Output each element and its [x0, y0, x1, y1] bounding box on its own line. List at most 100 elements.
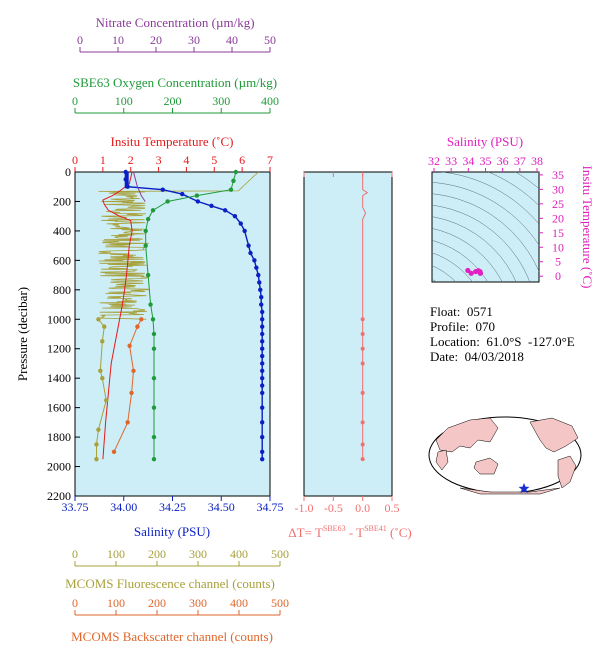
- oxygen-point: [231, 178, 236, 184]
- salinity-tick-label: 33.75: [62, 500, 89, 514]
- map-location-star: [518, 483, 530, 494]
- temperature-tick-label: 6: [239, 153, 245, 167]
- ts-y-tick-label: 30: [552, 182, 564, 196]
- delta-t-point: [360, 317, 365, 322]
- oxygen-axis-label: SBE63 Oxygen Concentration (µm/kg): [73, 75, 277, 90]
- salinity-point: [252, 258, 257, 263]
- pressure-tick-label: 200: [53, 194, 71, 208]
- oxygen-tick-label: 300: [212, 94, 230, 108]
- salinity-point: [260, 331, 265, 337]
- temperature-line: [102, 171, 133, 460]
- fluorescence-tick-label: 500: [271, 547, 289, 561]
- delta-t-point: [360, 420, 365, 425]
- map-australia: [473, 457, 499, 475]
- salinity-point: [254, 265, 259, 270]
- fluorescence-tick-label: 100: [107, 547, 125, 561]
- delta-t-point: [360, 442, 365, 447]
- float-id: Float: 0571: [430, 304, 493, 319]
- salinity-point: [238, 221, 243, 226]
- backscatter-axis: 0 100 200 300 400 500 MCOMS Backscatter chann…: [71, 596, 289, 644]
- salinity-point: [260, 353, 265, 359]
- fluorescence-tick-label: 300: [189, 547, 207, 561]
- map-asia: [435, 417, 499, 453]
- salinity-point: [260, 390, 265, 396]
- backscatter-point: [135, 324, 140, 329]
- salinity-surface-marker: [124, 172, 129, 189]
- ts-diagram: Salinity (PSU) 32 33 34 35 36 37 3805101520253…: [428, 134, 595, 289]
- oxygen-point: [233, 169, 239, 175]
- ts-x-tick-label: 32: [428, 154, 440, 168]
- salinity-point: [260, 449, 265, 455]
- delta-t-plot-area: [303, 171, 393, 497]
- salinity-point: [260, 383, 265, 388]
- salinity-point: [259, 302, 264, 307]
- fluorescence-axis-label: MCOMS Fluorescence channel (counts): [65, 576, 275, 591]
- pressure-tick-label: 0: [65, 165, 71, 179]
- backscatter-point: [125, 420, 130, 425]
- ts-y-tick-label: 20: [552, 211, 564, 225]
- nitrate-tick-label: 30: [188, 33, 200, 47]
- salinity-point: [260, 324, 265, 329]
- map-africa: [435, 449, 449, 471]
- salinity-axis-label: Salinity (PSU): [134, 524, 210, 539]
- fluorescence-point: [104, 398, 109, 403]
- salinity-point: [260, 309, 265, 315]
- oxygen-line: [145, 171, 237, 460]
- nitrate-tick-label: 50: [264, 33, 276, 47]
- delta-t-tick-label: 0.0: [355, 501, 370, 515]
- salinity-tick-label: 34.50: [208, 500, 235, 514]
- oxygen-tick-label: 100: [115, 94, 133, 108]
- delta-t-point: [360, 457, 365, 462]
- oxygen-tick-label: 0: [72, 94, 78, 108]
- backscatter-point: [129, 390, 134, 396]
- salinity-point: [260, 405, 265, 410]
- temperature-axis-label: Insitu Temperature (˚C): [110, 134, 233, 149]
- backscatter-tick-label: 100: [107, 596, 125, 610]
- backscatter-point: [131, 368, 136, 374]
- ts-point: [477, 270, 483, 276]
- ts-plot-area: [431, 171, 540, 283]
- delta-t-tick-label: -1.0: [295, 501, 314, 515]
- fluorescence-point: [96, 427, 101, 432]
- pressure-tick-label: 1000: [47, 312, 71, 326]
- delta-t-axis-label: ΔT= TSBE63 - TSBE41 (˚C): [288, 524, 411, 540]
- oxygen-point: [148, 302, 153, 307]
- fluorescence-axis: 0 100 200 300 400 500 MCOMS Fluorescence chan…: [65, 547, 289, 591]
- delta-t-tick-label: -0.5: [324, 501, 343, 515]
- backscatter-point: [111, 449, 117, 455]
- pressure-tick-label: 600: [53, 253, 71, 267]
- ts-y-tick-label: 25: [552, 197, 564, 211]
- oxygen-tick-label: 200: [164, 94, 182, 108]
- salinity-point: [258, 287, 263, 293]
- salinity-point: [260, 456, 265, 462]
- pressure-tick-label: 800: [53, 283, 71, 297]
- ts-x-tick-label: 38: [531, 154, 543, 168]
- backscatter-tick-label: 0: [72, 596, 78, 610]
- fluorescence-point: [96, 317, 101, 322]
- salinity-tick-label: 34.25: [159, 500, 186, 514]
- salinity-point: [209, 203, 214, 209]
- salinity-point: [260, 368, 265, 374]
- profile-date: Date: 04/03/2018: [430, 349, 524, 364]
- ts-y-tick-label: 5: [555, 255, 561, 269]
- pressure-tick-label: 1800: [47, 430, 71, 444]
- ts-x-tick-label: 33: [445, 154, 457, 168]
- oxygen-point: [151, 331, 157, 337]
- salinity-tick-label: 34.00: [110, 500, 137, 514]
- backscatter-point: [127, 343, 132, 348]
- delta-t-point: [360, 332, 365, 336]
- oxygen-point: [151, 375, 157, 381]
- oxygen-axis: SBE63 Oxygen Concentration (µm/kg) 0 100 2…: [72, 75, 279, 114]
- salinity-point: [260, 317, 265, 322]
- salinity-point: [222, 208, 228, 213]
- salinity-point: [160, 187, 165, 192]
- nitrate-tick-label: 20: [150, 33, 162, 47]
- temperature-tick-label: 7: [267, 153, 273, 167]
- backscatter-axis-label: MCOMS Backscatter channel (counts): [71, 629, 273, 644]
- salinity-point: [248, 250, 253, 256]
- oxygen-point: [150, 208, 156, 213]
- ts-x-tick-label: 36: [497, 154, 509, 168]
- oxygen-point: [143, 228, 148, 234]
- location-map: [428, 416, 582, 495]
